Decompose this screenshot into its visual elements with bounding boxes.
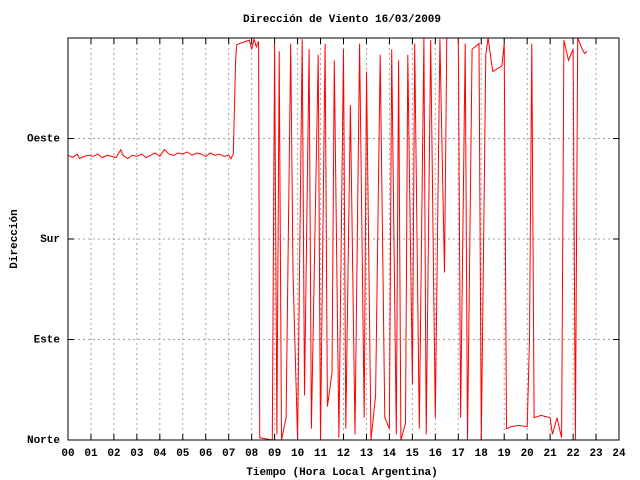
- x-tick-label: 02: [107, 448, 120, 460]
- data-line: [67, 37, 588, 441]
- x-tick-label: 23: [589, 448, 603, 460]
- x-tick-label: 10: [291, 448, 304, 460]
- x-tick-label: 07: [222, 448, 235, 460]
- x-tick-label: 03: [130, 448, 144, 460]
- x-tick-label: 12: [337, 448, 350, 460]
- x-tick-label: 21: [544, 448, 558, 460]
- x-tick-label: 22: [566, 448, 579, 460]
- x-tick-label: 16: [429, 448, 442, 460]
- y-tick-label: Norte: [27, 435, 60, 447]
- plot-frame: [67, 37, 620, 441]
- x-tick-label: 17: [452, 448, 465, 460]
- x-tick-label: 19: [498, 448, 511, 460]
- y-tick-label: Este: [34, 334, 61, 346]
- x-tick-label: 01: [84, 448, 98, 460]
- x-tick-label: 06: [199, 448, 212, 460]
- x-tick-label: 20: [521, 448, 534, 460]
- x-tick-label: 15: [406, 448, 420, 460]
- x-axis-label: Tiempo (Hora Local Argentina): [246, 467, 437, 479]
- x-tick-label: 09: [268, 448, 281, 460]
- x-tick-label: 05: [176, 448, 190, 460]
- x-tick-label: 13: [360, 448, 374, 460]
- x-tick-label: 14: [383, 448, 397, 460]
- x-tick-label: 04: [153, 448, 167, 460]
- y-tick-label: Sur: [40, 234, 60, 246]
- x-tick-label: 11: [314, 448, 328, 460]
- chart-title: Dirección de Viento 16/03/2009: [243, 14, 441, 26]
- y-axis-label: Dirección: [9, 209, 21, 268]
- x-tick-label: 24: [612, 448, 626, 460]
- y-tick-label: Oeste: [27, 133, 60, 145]
- x-tick-label: 18: [475, 448, 489, 460]
- x-tick-label: 00: [61, 448, 74, 460]
- x-tick-label: 08: [245, 448, 259, 460]
